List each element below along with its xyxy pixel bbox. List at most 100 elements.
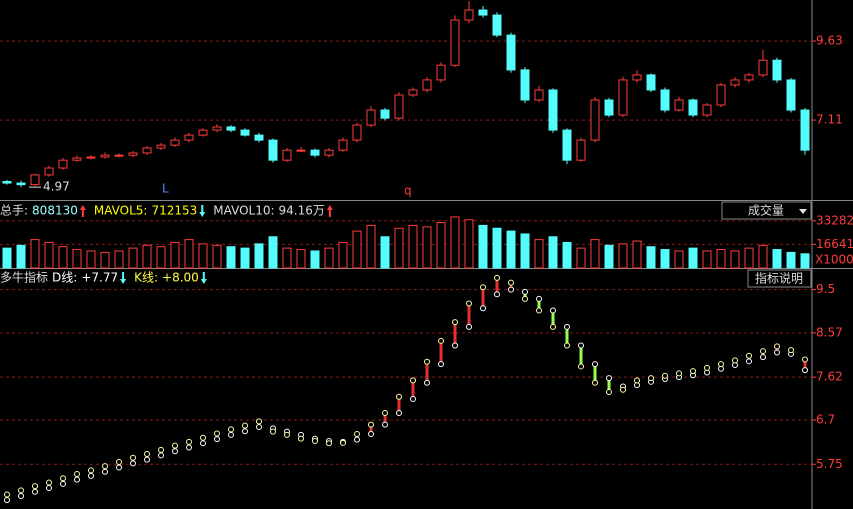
volume-bar xyxy=(156,246,166,269)
volume-bar xyxy=(688,247,698,269)
marker-label: L xyxy=(162,182,169,196)
volume-bar xyxy=(282,247,292,269)
volume-bar xyxy=(58,246,68,269)
candle-body xyxy=(716,84,726,106)
y-tick-label: 8.57 xyxy=(816,325,843,339)
candle-body xyxy=(688,99,698,116)
kd-point xyxy=(760,348,766,355)
candle-body xyxy=(548,89,558,131)
candle-body xyxy=(170,139,180,146)
candle-body xyxy=(408,89,418,96)
candle-body xyxy=(72,157,82,161)
kd-point xyxy=(256,418,262,425)
kd-point xyxy=(270,428,276,435)
candle-body xyxy=(422,79,432,91)
candle-body xyxy=(2,181,12,184)
kd-point xyxy=(676,370,682,377)
kd-point xyxy=(200,434,206,441)
header-text: 712153 xyxy=(151,204,197,218)
kd-point xyxy=(158,446,164,453)
kd-point xyxy=(732,357,738,364)
selector-label[interactable]: 成交量 xyxy=(748,203,784,218)
up-arrow xyxy=(79,205,86,217)
kd-point xyxy=(536,295,542,302)
kd-point xyxy=(242,422,248,429)
candle-body xyxy=(786,79,796,111)
candle-body xyxy=(282,149,292,161)
volume-bar xyxy=(702,250,712,269)
kd-point xyxy=(18,492,24,499)
volume-bar xyxy=(338,241,348,269)
kd-point xyxy=(88,472,94,479)
kd-point xyxy=(592,361,598,368)
y-tick-label: 6.7 xyxy=(816,413,835,427)
candle-body xyxy=(534,89,544,101)
candle-body xyxy=(800,109,810,151)
kd-point xyxy=(60,480,66,487)
candle-body xyxy=(86,156,96,159)
volume-bar xyxy=(170,241,180,269)
volume-bar xyxy=(100,251,110,269)
help-button[interactable] xyxy=(747,269,812,288)
kd-point xyxy=(424,379,430,386)
kd-point xyxy=(4,497,10,504)
y-tick-label: 7.62 xyxy=(816,370,843,384)
kd-point xyxy=(186,444,192,451)
candle-body xyxy=(156,144,166,149)
candle-body xyxy=(772,59,782,81)
candle-body xyxy=(520,69,530,101)
kd-point xyxy=(130,460,136,467)
volume-bar xyxy=(730,250,740,269)
kd-point xyxy=(340,439,346,446)
candle-body xyxy=(730,79,740,86)
kd-point xyxy=(144,451,150,458)
volume-bar xyxy=(422,226,432,269)
volume-bar xyxy=(618,243,628,269)
kd-point xyxy=(214,436,220,443)
candle-body xyxy=(16,182,26,186)
candle-body xyxy=(674,99,684,111)
candle-body xyxy=(464,9,474,21)
header-text: MAVOL10: xyxy=(213,204,274,218)
header-text: 总手: xyxy=(0,204,28,218)
volume-bar xyxy=(128,247,138,269)
candle-body xyxy=(702,104,712,116)
kd-point xyxy=(74,476,80,483)
kd-point xyxy=(102,463,108,470)
y-tick-label: 9.5 xyxy=(816,282,835,296)
volume-bar xyxy=(716,249,726,269)
y-tick-label: 5.75 xyxy=(816,457,843,471)
kd-point xyxy=(354,430,360,437)
kd-point xyxy=(158,452,164,459)
kd-point xyxy=(494,274,500,281)
kd-point xyxy=(452,342,458,349)
volume-bar xyxy=(492,227,502,269)
help-label[interactable]: 指标说明 xyxy=(755,271,803,286)
kd-point xyxy=(32,488,38,495)
y-tick-label: 7.11 xyxy=(816,113,843,127)
header-text: +8.00 xyxy=(162,271,199,285)
candle-body xyxy=(646,74,656,91)
kd-point xyxy=(396,410,402,417)
unit-label: X10000 xyxy=(815,253,853,267)
kd-point xyxy=(130,454,136,461)
kd-point xyxy=(4,491,10,498)
kd-point xyxy=(382,421,388,428)
volume-bar xyxy=(16,244,26,269)
kd-point xyxy=(312,437,318,444)
volume-bar xyxy=(254,243,264,269)
header-text: 808130 xyxy=(32,204,78,218)
kd-point xyxy=(228,431,234,438)
kd-point xyxy=(522,295,528,302)
dropdown-arrow[interactable] xyxy=(799,209,807,214)
kd-point xyxy=(606,375,612,382)
candle-body xyxy=(296,149,306,152)
kd-point xyxy=(116,458,122,465)
kd-point xyxy=(704,364,710,371)
candle-body xyxy=(394,94,404,119)
candle-body xyxy=(352,124,362,141)
candle-body xyxy=(142,147,152,154)
volume-bar xyxy=(534,239,544,269)
indicator-selector[interactable] xyxy=(721,201,812,220)
header-text: +7.77 xyxy=(81,271,118,285)
